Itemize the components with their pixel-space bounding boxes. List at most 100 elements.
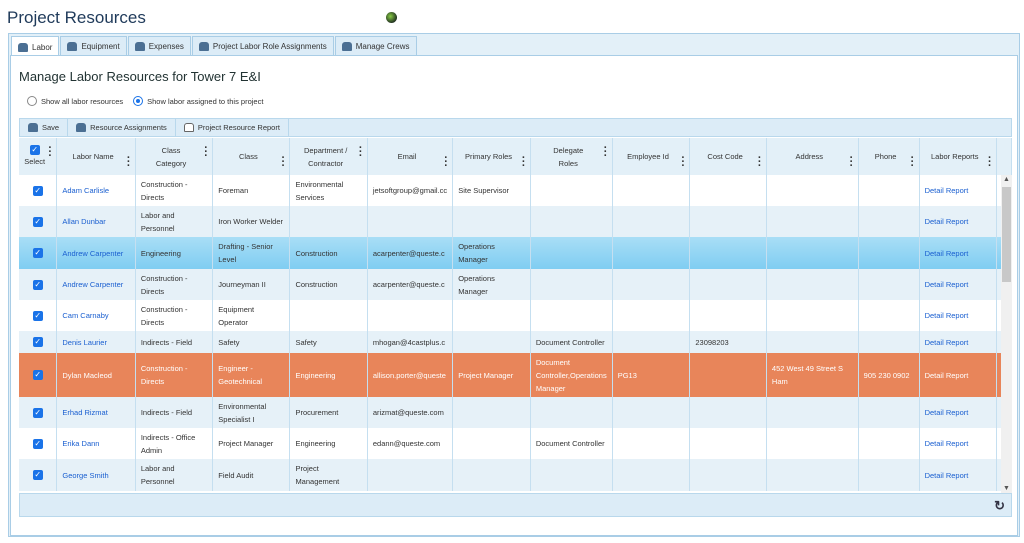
cell-report[interactable]: Detail Report — [919, 428, 997, 459]
column-menu-icon[interactable]: · · · — [204, 142, 208, 162]
row-checkbox[interactable]: ✓ — [32, 438, 43, 449]
select-cell[interactable]: ✓ — [19, 237, 58, 269]
detail-report-link[interactable]: Detail Report — [924, 217, 969, 226]
column-menu-icon[interactable]: · · · — [358, 142, 363, 162]
detail-report-link[interactable]: Detail Report — [924, 439, 969, 448]
refresh-icon[interactable]: ↻ — [994, 498, 1005, 513]
column-menu-icon[interactable]: · · · — [281, 152, 286, 172]
cell-name[interactable]: Andrew Carpenter — [56, 269, 136, 300]
detail-report-link[interactable]: Detail Report — [924, 408, 969, 417]
table-row[interactable]: ✓ Allan Dunbar Labor and Personnel Iron Wor… — [19, 206, 1012, 237]
save-button[interactable]: Save — [20, 119, 69, 136]
column-menu-icon[interactable]: · · · — [987, 152, 992, 172]
detail-report-link[interactable]: Detail Report — [924, 337, 969, 347]
cell-report[interactable]: Detail Report — [919, 459, 997, 491]
cell-report[interactable]: Detail Report — [919, 237, 997, 269]
select-cell[interactable]: ✓ — [19, 300, 58, 331]
cell-report[interactable]: Detail Report — [919, 300, 997, 331]
cell-name[interactable]: Dylan Macleod — [56, 353, 136, 397]
labor-name-link[interactable]: George Smith — [62, 470, 109, 480]
labor-name-link[interactable]: Dylan Macleod — [62, 370, 112, 380]
column-header[interactable]: Primary Roles · · · — [452, 138, 531, 175]
detail-report-link[interactable]: Detail Report — [924, 470, 969, 480]
column-menu-icon[interactable]: · · · — [757, 152, 762, 172]
table-row[interactable]: ✓ Andrew Carpenter Engineering Drafting - S… — [19, 237, 1012, 269]
column-header[interactable]: Address · · · — [766, 138, 859, 175]
table-row[interactable]: ✓ Adam Carlisle Construction - Directs Fore… — [19, 175, 1012, 206]
column-header[interactable]: Labor Name · · · — [56, 138, 136, 175]
labor-name-link[interactable]: Erika Dann — [62, 439, 100, 448]
radio-button[interactable] — [133, 96, 144, 106]
labor-name-link[interactable]: Cam Carnaby — [62, 311, 109, 320]
select-cell[interactable]: ✓ — [19, 206, 58, 237]
column-menu-icon[interactable]: · · · — [48, 142, 53, 162]
row-checkbox[interactable]: ✓ — [32, 370, 43, 380]
table-row[interactable]: ✓ Cam Carnaby Construction - Directs Equipm… — [19, 300, 1012, 331]
select-cell[interactable]: ✓ — [19, 331, 58, 353]
column-header[interactable]: ✓ Select · · · — [19, 138, 58, 175]
column-menu-icon[interactable]: · · · — [521, 152, 526, 172]
detail-report-link[interactable]: Detail Report — [924, 311, 969, 320]
cell-name[interactable]: Erhad Rizmat — [56, 397, 136, 428]
cell-report[interactable]: Detail Report — [919, 175, 997, 206]
cell-report[interactable]: Detail Report — [919, 353, 997, 397]
row-checkbox[interactable]: ✓ — [32, 185, 43, 196]
select-cell[interactable]: ✓ — [19, 428, 58, 459]
labor-name-link[interactable]: Adam Carlisle — [62, 186, 110, 195]
table-row[interactable]: ✓ Denis Laurier Indirects - Field Safety Saf… — [19, 331, 1012, 353]
radio-show-all[interactable]: Show all labor resources — [27, 96, 123, 106]
column-header[interactable]: Email · · · — [367, 138, 454, 175]
row-checkbox[interactable]: ✓ — [32, 279, 43, 290]
cell-name[interactable]: Allan Dunbar — [56, 206, 136, 237]
row-checkbox[interactable]: ✓ — [32, 216, 43, 227]
column-menu-icon[interactable]: · · · — [910, 152, 915, 172]
row-checkbox[interactable]: ✓ — [32, 337, 43, 347]
select-cell[interactable]: ✓ — [19, 459, 58, 491]
cell-report[interactable]: Detail Report — [919, 331, 997, 353]
scrollbar-thumb[interactable] — [1002, 187, 1011, 282]
labor-name-link[interactable]: Allan Dunbar — [62, 217, 106, 226]
project-resource-report-button[interactable]: Project Resource Report — [176, 119, 289, 136]
column-header[interactable]: Cost Code · · · — [689, 138, 767, 175]
column-menu-icon[interactable]: · · · — [681, 152, 686, 172]
column-header[interactable]: Labor Reports · · · — [919, 138, 997, 175]
column-header[interactable]: Phone · · · — [858, 138, 920, 175]
table-row[interactable]: ✓ George Smith Labor and Personnel Field Au… — [19, 459, 1012, 491]
cell-name[interactable]: Andrew Carpenter — [56, 237, 136, 269]
cell-report[interactable]: Detail Report — [919, 206, 997, 237]
tab-manage-crews[interactable]: Manage Crews — [334, 36, 417, 55]
column-menu-icon[interactable]: · · · — [849, 152, 854, 172]
detail-report-link[interactable]: Detail Report — [924, 186, 969, 195]
table-row[interactable]: ✓ Dylan Macleod Construction - Directs Engi… — [19, 353, 1012, 397]
detail-report-link[interactable]: Detail Report — [924, 248, 969, 258]
column-menu-icon[interactable]: · · · — [603, 142, 608, 162]
detail-report-link[interactable]: Detail Report — [924, 370, 969, 380]
cell-name[interactable]: Erika Dann — [56, 428, 136, 459]
labor-name-link[interactable]: Erhad Rizmat — [62, 408, 108, 417]
cell-name[interactable]: Adam Carlisle — [56, 175, 136, 206]
radio-button[interactable] — [27, 96, 37, 106]
row-checkbox[interactable]: ✓ — [32, 407, 43, 418]
radio-show-assigned[interactable]: Show labor assigned to this project — [133, 96, 263, 106]
table-row[interactable]: ✓ Andrew Carpenter Construction - Directs J… — [19, 269, 1012, 300]
cell-name[interactable]: Denis Laurier — [56, 331, 136, 353]
globe-icon[interactable] — [386, 12, 397, 23]
table-row[interactable]: ✓ Erhad Rizmat Indirects - Field Environmen… — [19, 397, 1012, 428]
row-checkbox[interactable]: ✓ — [32, 248, 43, 258]
labor-name-link[interactable]: Andrew Carpenter — [62, 248, 124, 258]
column-menu-icon[interactable]: · · · — [126, 152, 131, 172]
column-header[interactable]: Delegate Roles · · · — [530, 138, 613, 175]
select-cell[interactable]: ✓ — [19, 269, 58, 300]
cell-name[interactable]: Cam Carnaby — [56, 300, 136, 331]
tab-expenses[interactable]: Expenses — [127, 36, 191, 55]
cell-report[interactable]: Detail Report — [919, 397, 997, 428]
cell-name[interactable]: George Smith — [56, 459, 136, 491]
tab-equipment[interactable]: Equipment — [60, 36, 127, 55]
select-cell[interactable]: ✓ — [19, 175, 58, 206]
row-checkbox[interactable]: ✓ — [32, 470, 43, 480]
labor-name-link[interactable]: Denis Laurier — [62, 337, 107, 347]
row-checkbox[interactable]: ✓ — [32, 310, 43, 321]
column-header[interactable]: Department / Contractor · · · — [289, 138, 368, 175]
column-header[interactable]: Class Category · · · — [135, 138, 214, 175]
select-cell[interactable]: ✓ — [19, 397, 58, 428]
